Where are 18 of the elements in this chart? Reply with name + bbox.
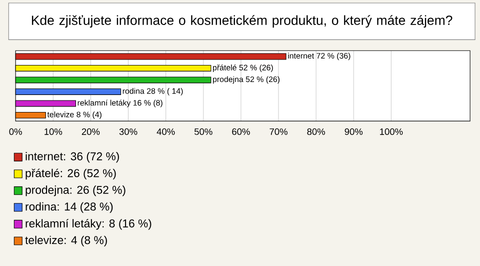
legend-label: televize: 4 (8 %) (25, 236, 107, 246)
legend-label: internet: 36 (72 %) (26, 152, 119, 163)
x-tick-label: 100% (380, 128, 403, 135)
x-tick-label: 80% (307, 128, 326, 135)
legend-label: reklamní letáky: 8 (16 %) (26, 218, 152, 230)
x-tick-label: 50% (194, 128, 212, 135)
x-tick-label: 90% (344, 128, 363, 135)
x-tick-label: 10% (44, 128, 62, 135)
x-tick-label: 30% (119, 128, 138, 135)
legend-label: prodejna: 26 (52 %) (26, 186, 126, 196)
x-tick-label: 70% (270, 128, 288, 135)
legend-label: přátelé: 26 (52 %) (26, 168, 116, 180)
legend-label: rodina: 14 (28 %) (26, 202, 113, 213)
chart-title: Kde zjišťujete informace o kosmetickém produktu, o který máte zájem? (32, 15, 452, 28)
x-tick-label: 20% (82, 128, 100, 135)
x-tick-label: 0% (9, 128, 22, 135)
x-tick-label: 60% (232, 128, 250, 135)
x-tick-label: 40% (156, 128, 175, 135)
